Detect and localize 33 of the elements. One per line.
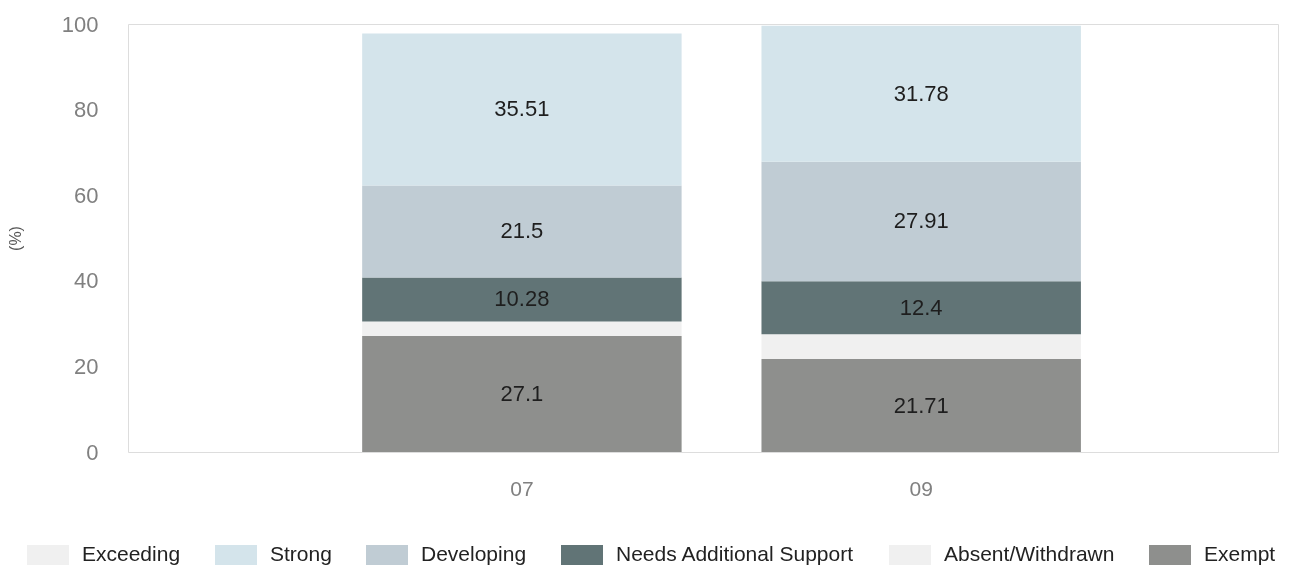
- bar: [761, 25, 1081, 162]
- data-label: 35.51: [494, 96, 550, 122]
- y-axis-title: (%): [6, 226, 24, 251]
- bar: [761, 281, 1081, 335]
- bar: [761, 359, 1081, 452]
- legend-label: Needs Additional Support: [616, 542, 854, 565]
- bar: [761, 334, 1081, 360]
- data-label: 27.91: [893, 208, 949, 234]
- data-label: 27.1: [500, 381, 544, 407]
- legend-label: Absent/Withdrawn: [944, 542, 1115, 565]
- legend-label: Exempt: [1204, 542, 1276, 565]
- x-tick-label: 09: [909, 476, 933, 500]
- legend-label: Strong: [270, 542, 332, 565]
- data-label: 21.5: [500, 218, 544, 244]
- data-label: 10.28: [494, 286, 550, 312]
- bar: [362, 277, 682, 322]
- bar: [761, 161, 1081, 282]
- bar: [362, 185, 682, 278]
- bar: [362, 321, 682, 337]
- legend-label: Developing: [421, 542, 527, 565]
- legend-label: Exceeding: [82, 542, 181, 565]
- y-tick-label: 100: [61, 11, 99, 37]
- y-tick-label: 60: [74, 182, 99, 208]
- bar: [362, 336, 682, 452]
- y-tick-label: 40: [74, 268, 99, 294]
- y-tick-label: 80: [74, 97, 99, 123]
- data-label: 12.4: [899, 294, 943, 320]
- y-tick-label: 0: [86, 439, 99, 465]
- bar: [362, 33, 682, 186]
- data-label: 31.78: [893, 80, 949, 106]
- data-label: 21.71: [893, 392, 949, 418]
- y-tick-label: 20: [74, 353, 99, 379]
- x-tick-label: 07: [510, 476, 534, 500]
